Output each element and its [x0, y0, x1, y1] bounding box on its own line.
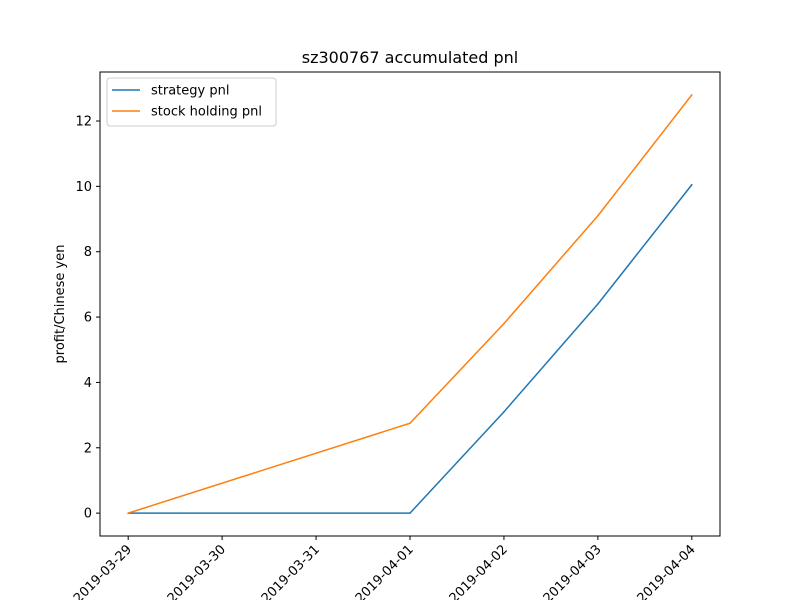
data-point-0-3: [597, 303, 599, 305]
data-point-1-4: [691, 94, 693, 96]
y-axis-label: profit/Chinese yen: [53, 245, 68, 364]
legend: strategy pnl stock holding pnl: [106, 77, 277, 127]
data-point-1-0: [127, 512, 129, 514]
y-tick-label-2: 4: [84, 376, 92, 391]
legend-label-1: stock holding pnl: [151, 105, 262, 120]
data-point-1-2: [503, 322, 505, 325]
x-tick-label-3: 2019-04-01: [353, 542, 417, 600]
y-tick-label-6: 12: [75, 115, 92, 130]
chart-title: sz300767 accumulated pnl: [302, 48, 519, 67]
y-tick-label-0: 0: [84, 507, 92, 522]
x-tick-label-1: 2019-03-30: [165, 542, 229, 600]
x-axis: 2019-03-29 2019-03-30 2019-03-31 2019-04-01…: [71, 536, 699, 600]
data-point-0-1: [409, 512, 411, 514]
series-line-0: [128, 184, 693, 514]
x-tick-label-6: 2019-04-04: [635, 542, 699, 600]
y-tick-label-5: 10: [75, 180, 92, 195]
y-axis: 0 2 4 6 8 10 12: [75, 115, 100, 522]
data-point-1-3: [597, 214, 599, 217]
y-tick-label-4: 8: [84, 245, 92, 260]
x-tick-label-0: 2019-03-29: [71, 542, 135, 600]
x-tick-label-4: 2019-04-02: [447, 542, 511, 600]
legend-box: [106, 77, 277, 127]
data-point-1-1: [409, 422, 411, 425]
x-tick-label-5: 2019-04-03: [541, 542, 605, 600]
y-tick-label-1: 2: [84, 441, 92, 456]
x-tick-label-2: 2019-03-31: [259, 542, 323, 600]
data-point-0-4: [691, 183, 693, 186]
plot-frame: [99, 71, 721, 537]
data-point-0-2: [503, 411, 505, 413]
series-line-1: [127, 94, 693, 514]
legend-label-0: strategy pnl: [151, 84, 229, 99]
series-layer: [127, 94, 693, 514]
y-tick-label-3: 6: [84, 311, 92, 326]
